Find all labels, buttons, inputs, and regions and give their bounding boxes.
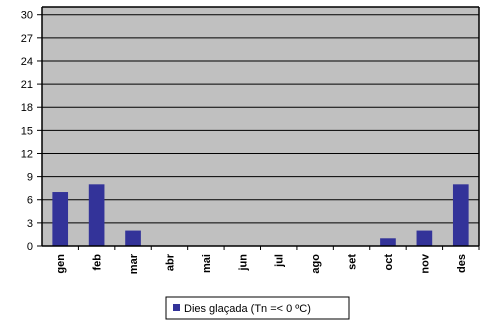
bars: [52, 184, 469, 246]
y-axis-ticks: 0 3 6 9 12 15 18 21 24 27 30: [21, 10, 42, 253]
plot-area: [42, 7, 479, 246]
y-tick-label: 27: [21, 33, 33, 45]
x-label-jul: jul: [274, 254, 286, 268]
bar-nov: [416, 230, 433, 246]
x-label-oct: oct: [383, 254, 395, 271]
bar-des: [452, 184, 469, 246]
y-tick-label: 9: [27, 172, 33, 184]
y-tick-label: 12: [21, 148, 33, 160]
x-label-mar: mar: [128, 253, 140, 274]
x-label-nov: nov: [419, 253, 431, 273]
bar-oct: [380, 238, 396, 246]
x-label-des: des: [456, 254, 468, 273]
legend: Dies glaçada (Tn =< 0 ºC): [165, 296, 350, 320]
y-tick-label: 24: [21, 56, 33, 68]
y-tick-label: 15: [21, 125, 33, 137]
legend-label: Dies glaçada (Tn =< 0 ºC): [184, 303, 311, 315]
legend-swatch: [173, 304, 180, 311]
gridlines: [42, 14, 479, 224]
y-tick-label: 18: [21, 102, 33, 114]
y-tick-label: 3: [27, 218, 33, 230]
x-label-set: set: [347, 254, 359, 270]
bar-gen: [52, 192, 69, 246]
x-label-jun: jun: [237, 254, 249, 272]
bar-mar: [125, 230, 141, 246]
x-label-ago: ago: [310, 254, 322, 274]
x-label-feb: feb: [92, 254, 104, 271]
x-label-abr: abr: [164, 253, 176, 271]
y-tick-label: 0: [27, 241, 33, 253]
y-tick-label: 6: [27, 195, 33, 207]
x-label-gen: gen: [55, 254, 67, 274]
y-tick-label: 30: [21, 10, 33, 22]
legend-box: [165, 296, 350, 320]
x-axis-labels: gen feb mar abr mai jun jul ago set oct nov des: [55, 246, 480, 274]
y-tick-label: 21: [21, 79, 33, 91]
x-label-mai: mai: [201, 254, 213, 273]
bar-feb: [88, 184, 105, 246]
